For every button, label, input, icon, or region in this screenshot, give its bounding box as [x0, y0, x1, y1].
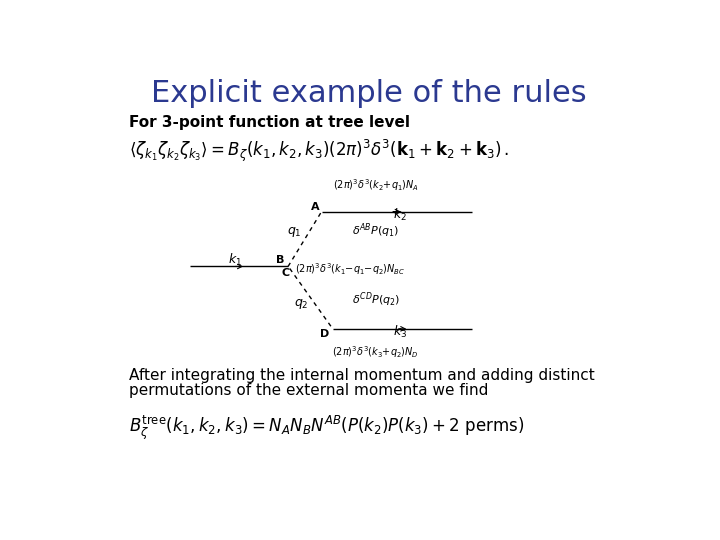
- Text: C: C: [282, 268, 289, 278]
- Text: D: D: [320, 329, 329, 339]
- Text: $k_2$: $k_2$: [393, 207, 407, 224]
- Text: $(2\pi)^3\delta^3(k_3{+}q_2)N_D$: $(2\pi)^3\delta^3(k_3{+}q_2)N_D$: [332, 344, 419, 360]
- Text: $\delta^{CD}P(q_2)$: $\delta^{CD}P(q_2)$: [352, 291, 400, 309]
- Text: $k_1$: $k_1$: [228, 252, 242, 268]
- Text: permutations of the external momenta we find: permutations of the external momenta we …: [129, 383, 488, 398]
- Text: $\langle \zeta_{k_1} \zeta_{k_2} \zeta_{k_3} \rangle = B_\zeta(k_1, k_2, k_3)(2\: $\langle \zeta_{k_1} \zeta_{k_2} \zeta_{…: [129, 138, 509, 164]
- Text: $(2\pi)^3\delta^3(k_2{+}q_1)N_A$: $(2\pi)^3\delta^3(k_2{+}q_1)N_A$: [333, 177, 419, 193]
- Text: $B_\zeta^{\mathrm{tree}}(k_1, k_2, k_3) = N_A N_B N^{AB} \left(P(k_2)P(k_3) + 2\: $B_\zeta^{\mathrm{tree}}(k_1, k_2, k_3) …: [129, 414, 524, 442]
- Text: $q_1$: $q_1$: [287, 225, 302, 239]
- Text: $k_3$: $k_3$: [392, 324, 407, 340]
- Text: $q_2$: $q_2$: [294, 297, 308, 311]
- Text: $\delta^{AB}P(q_1)$: $\delta^{AB}P(q_1)$: [352, 222, 400, 240]
- Text: B: B: [276, 255, 284, 265]
- Text: After integrating the internal momentum and adding distinct: After integrating the internal momentum …: [129, 368, 595, 383]
- Text: $(2\pi)^3\delta^3(k_1{-}q_1{-}q_2)N_{BC}$: $(2\pi)^3\delta^3(k_1{-}q_1{-}q_2)N_{BC}…: [295, 261, 405, 277]
- Text: Explicit example of the rules: Explicit example of the rules: [151, 79, 587, 109]
- Text: A: A: [310, 202, 319, 212]
- Text: For 3-point function at tree level: For 3-point function at tree level: [129, 114, 410, 130]
